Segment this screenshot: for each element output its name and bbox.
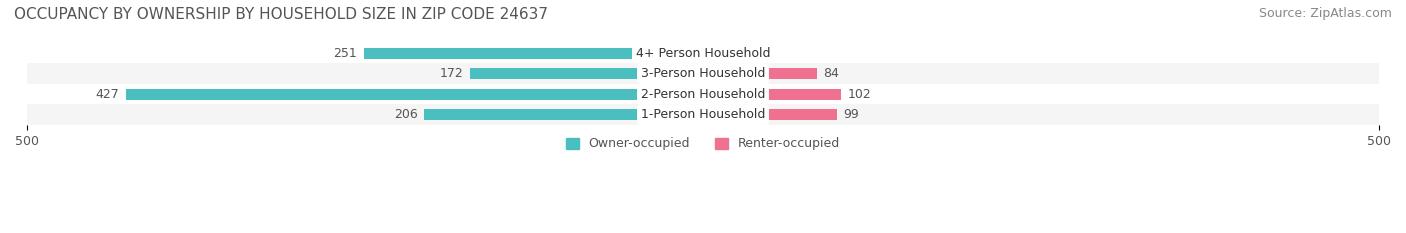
Text: Source: ZipAtlas.com: Source: ZipAtlas.com xyxy=(1258,7,1392,20)
Bar xyxy=(364,48,703,59)
Bar xyxy=(27,63,1379,84)
Text: 427: 427 xyxy=(96,88,120,101)
Bar xyxy=(27,104,1379,125)
Text: 84: 84 xyxy=(824,67,839,80)
Text: 206: 206 xyxy=(394,108,418,121)
Text: 251: 251 xyxy=(333,47,357,60)
Bar xyxy=(703,68,817,79)
Bar xyxy=(703,89,841,100)
Bar xyxy=(27,43,1379,63)
Text: 3-Person Household: 3-Person Household xyxy=(641,67,765,80)
Text: 4+ Person Household: 4+ Person Household xyxy=(636,47,770,60)
Text: 1-Person Household: 1-Person Household xyxy=(641,108,765,121)
Text: OCCUPANCY BY OWNERSHIP BY HOUSEHOLD SIZE IN ZIP CODE 24637: OCCUPANCY BY OWNERSHIP BY HOUSEHOLD SIZE… xyxy=(14,7,548,22)
Bar xyxy=(703,109,837,120)
Text: 172: 172 xyxy=(440,67,464,80)
Bar xyxy=(425,109,703,120)
Text: 99: 99 xyxy=(844,108,859,121)
Text: 2-Person Household: 2-Person Household xyxy=(641,88,765,101)
Bar xyxy=(27,84,1379,104)
Legend: Owner-occupied, Renter-occupied: Owner-occupied, Renter-occupied xyxy=(561,133,845,155)
Bar xyxy=(471,68,703,79)
Text: 7: 7 xyxy=(720,47,727,60)
Bar xyxy=(125,89,703,100)
Bar xyxy=(703,48,713,59)
Text: 102: 102 xyxy=(848,88,872,101)
